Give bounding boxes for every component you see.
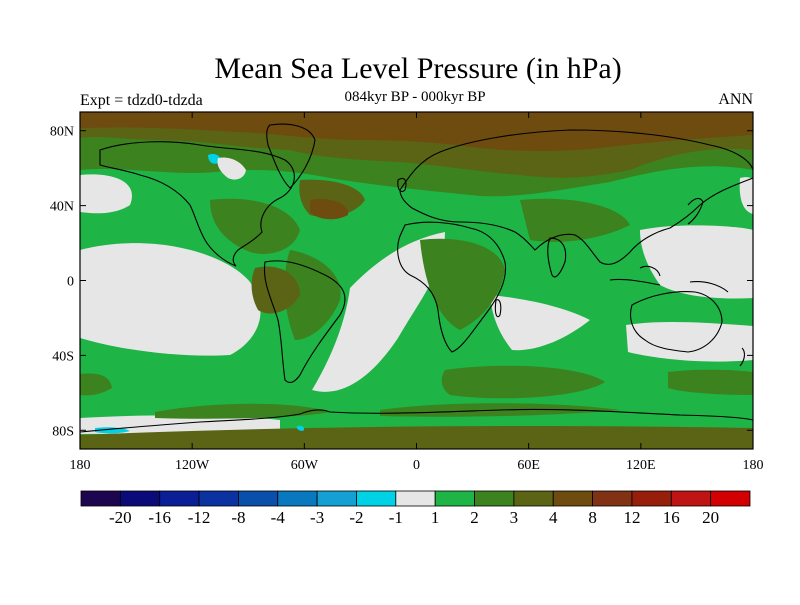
outline-maritime-continent — [609, 265, 729, 293]
colorbar-swatch — [198, 490, 239, 507]
longitude-axis: 180 120W 60W 0 60E 120E 180 — [70, 112, 764, 473]
outline-india — [547, 237, 567, 278]
colorbar: -20 -16 -12 -8 -4 -3 -2 -1 1 2 3 4 8 12 16 20 — [80, 490, 751, 527]
colorbar-label: 16 — [663, 508, 680, 527]
lat-tick-label: 80N — [50, 125, 74, 140]
outline-japan — [687, 197, 704, 225]
outline-greenland — [266, 123, 316, 189]
experiment-label: Expt = tdzd0-tdzda — [80, 92, 203, 109]
lon-tick-label: 120E — [626, 458, 656, 473]
field-level-1-greenland — [217, 157, 246, 180]
colorbar-label: -3 — [310, 508, 324, 527]
outline-australia — [629, 291, 723, 353]
colorbar-swatch — [552, 490, 593, 507]
latitude-axis: 80N 40N 0 40S 80S — [50, 125, 753, 439]
colorbar-swatch — [474, 490, 515, 507]
outline-eurasia — [399, 129, 753, 265]
lon-tick-label: 120W — [175, 458, 210, 473]
lon-tick-label: 0 — [413, 458, 420, 473]
outline-south-america — [263, 260, 346, 384]
colorbar-label: 8 — [588, 508, 597, 527]
field-level-8 — [80, 112, 753, 220]
colorbar-swatch — [592, 490, 633, 507]
colorbar-label: -4 — [271, 508, 286, 527]
outline-africa — [397, 221, 507, 353]
colorbar-label: 3 — [510, 508, 519, 527]
colorbar-label: -2 — [349, 508, 363, 527]
lat-tick-label: 40S — [52, 349, 74, 364]
colorbar-swatch — [159, 490, 200, 507]
colorbar-swatch — [513, 490, 554, 507]
outline-antarctica — [80, 408, 753, 433]
colorbar-label: 1 — [431, 508, 440, 527]
field-level-neg1 — [95, 153, 305, 434]
colorbar-label: -12 — [188, 508, 211, 527]
colorbar-swatch — [356, 490, 397, 507]
field-level-1 — [80, 174, 753, 434]
map-title: Mean Sea Level Pressure (in hPa) — [214, 52, 622, 85]
colorbar-swatch — [80, 490, 121, 507]
colorbar-label: -20 — [109, 508, 132, 527]
lat-tick-label: 80S — [52, 424, 74, 439]
colorbar-swatch — [631, 490, 672, 507]
colorbar-swatch — [119, 490, 161, 507]
outline-madagascar — [494, 299, 502, 318]
outline-new-zealand — [739, 347, 745, 367]
colorbar-label: -8 — [231, 508, 245, 527]
lon-tick-label: 180 — [70, 458, 91, 473]
map-subtitle: 084kyr BP - 000kyr BP — [344, 89, 486, 105]
lat-tick-label: 0 — [67, 275, 74, 290]
colorbar-label: 20 — [702, 508, 719, 527]
colorbar-label: -16 — [148, 508, 171, 527]
colorbar-label: 12 — [623, 508, 640, 527]
colorbar-swatch — [434, 490, 475, 507]
coastlines — [80, 123, 753, 433]
colorbar-label: 2 — [470, 508, 479, 527]
pressure-field — [80, 112, 753, 449]
colorbar-swatch — [238, 490, 279, 507]
colorbar-swatch — [395, 490, 436, 507]
lon-tick-label: 60E — [517, 458, 540, 473]
colorbar-swatch — [710, 490, 751, 507]
outline-british-isles — [397, 177, 407, 193]
outline-north-america — [99, 141, 295, 267]
colorbar-swatch — [316, 490, 357, 507]
lat-tick-label: 40N — [50, 200, 74, 215]
lon-tick-label: 60W — [291, 458, 319, 473]
colorbar-label: 4 — [549, 508, 558, 527]
lon-tick-label: 180 — [743, 458, 764, 473]
colorbar-swatch — [670, 490, 712, 507]
colorbar-swatch — [277, 490, 318, 507]
colorbar-label: -1 — [389, 508, 403, 527]
season-label: ANN — [718, 91, 753, 108]
